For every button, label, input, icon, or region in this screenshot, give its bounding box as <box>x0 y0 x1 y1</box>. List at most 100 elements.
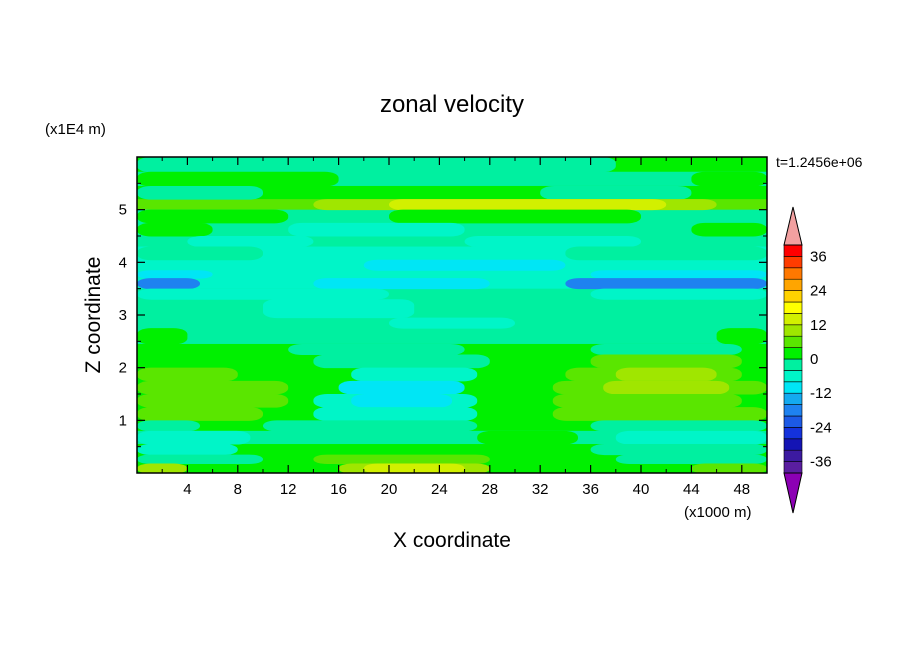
x-axis-label: X coordinate <box>393 529 511 552</box>
colorbar-segment <box>783 244 803 257</box>
contour-patch <box>137 407 263 421</box>
x-units-label: (x1000 m) <box>684 504 752 521</box>
contour-patch <box>565 246 767 261</box>
contour-patch <box>137 328 188 345</box>
x-tick-label: 8 <box>234 481 242 498</box>
contour-patch <box>263 420 478 432</box>
contour-patch <box>137 171 339 187</box>
x-tick-label: 48 <box>733 481 750 498</box>
y-tick-label: 1 <box>119 412 127 429</box>
colorbar-over-arrow <box>783 206 803 246</box>
colorbar-tick-label: -12 <box>810 385 832 402</box>
contour-patch <box>716 328 767 345</box>
contour-patch <box>137 454 263 465</box>
colorbar-tick-label: -24 <box>810 419 832 436</box>
contour-patch <box>137 420 200 432</box>
contour-patch <box>137 367 238 382</box>
contour-patch <box>590 354 742 369</box>
contour-patch <box>137 157 616 173</box>
contour-patch <box>313 407 478 421</box>
colorbar-segment <box>783 267 803 280</box>
contour-patch <box>351 367 478 382</box>
contour-band <box>137 299 767 319</box>
contour-patch <box>552 407 767 421</box>
colorbar-tick-label: 12 <box>810 317 827 334</box>
contour-patch <box>477 430 578 445</box>
x-tick-label: 44 <box>683 481 700 498</box>
contour-patch <box>137 246 263 261</box>
colorbar-tick-label: 36 <box>810 248 827 265</box>
contour-patch <box>313 278 490 290</box>
colorbar-segment <box>783 381 803 394</box>
contour-patch <box>691 171 767 187</box>
contour-patch <box>137 463 188 474</box>
contour-patch <box>288 222 465 237</box>
contour-patch <box>540 185 692 200</box>
colorbar-segment <box>783 449 803 462</box>
x-tick-label: 28 <box>481 481 498 498</box>
contour-patch <box>691 222 767 237</box>
contour-patch <box>288 343 465 355</box>
contour-patch <box>590 343 742 355</box>
x-tick-label: 20 <box>381 481 398 498</box>
contour-patch <box>691 463 767 474</box>
colorbar-segment <box>783 278 803 291</box>
contour-patch <box>590 444 767 456</box>
contour-patch <box>137 288 389 300</box>
contour-band <box>137 430 767 445</box>
contour-patch <box>137 444 238 456</box>
colorbar-segment <box>783 347 803 360</box>
contour-patch <box>137 278 200 290</box>
x-tick-label: 4 <box>183 481 191 498</box>
contour-patch <box>363 259 566 271</box>
colorbar-under-arrow <box>783 472 803 514</box>
contour-patch <box>137 430 251 445</box>
colorbar-segment <box>783 256 803 269</box>
colorbar-segment <box>783 404 803 417</box>
contour-patch <box>464 236 641 248</box>
contour-patch <box>615 367 717 382</box>
contour-patch <box>137 209 289 224</box>
contour-patch <box>338 380 465 395</box>
contour-patch <box>552 394 742 408</box>
colorbar-segment <box>783 427 803 440</box>
contour-band <box>137 444 767 456</box>
contour-patch <box>590 420 767 432</box>
contour-patch <box>137 394 289 408</box>
contour-patch <box>187 236 314 248</box>
contour-patch <box>615 454 767 465</box>
contour-patch <box>389 209 641 224</box>
contour-patch <box>603 380 730 395</box>
x-tick-label: 16 <box>330 481 347 498</box>
contour-band <box>137 270 767 279</box>
x-tick-label: 36 <box>582 481 599 498</box>
colorbar-segment <box>783 335 803 348</box>
contour-patch <box>137 380 289 395</box>
contour-patch <box>263 299 415 319</box>
colorbar-segment <box>783 324 803 337</box>
y-axis-ticks: 1 2 3 4 5 <box>119 182 767 448</box>
y-axis-label: Z coordinate <box>82 257 105 374</box>
contour-patch <box>389 199 667 211</box>
colorbar-segment <box>783 461 803 474</box>
contour-patch <box>313 454 490 465</box>
y-tick-label: 5 <box>119 202 127 219</box>
contour-patch <box>137 185 263 200</box>
x-tick-label: 40 <box>633 481 650 498</box>
y-units-label: (x1E4 m) <box>45 121 106 138</box>
colorbar-segment <box>783 370 803 383</box>
contour-patch <box>590 288 767 300</box>
colorbar-segment <box>783 358 803 371</box>
time-label: t=1.2456e+06 <box>776 154 863 170</box>
colorbar-segment <box>783 301 803 314</box>
x-axis-ticks: 4 8 12 16 20 24 28 32 36 40 44 48 <box>161 157 750 498</box>
contour-patch <box>313 354 490 369</box>
colorbar-segment <box>783 392 803 405</box>
colorbar-tick-label: -36 <box>810 454 832 471</box>
contour-patch <box>137 270 213 279</box>
contour-field <box>137 157 767 474</box>
y-tick-label: 2 <box>119 360 127 377</box>
colorbar-segment <box>783 290 803 303</box>
colorbar-tick-label: 0 <box>810 351 818 368</box>
